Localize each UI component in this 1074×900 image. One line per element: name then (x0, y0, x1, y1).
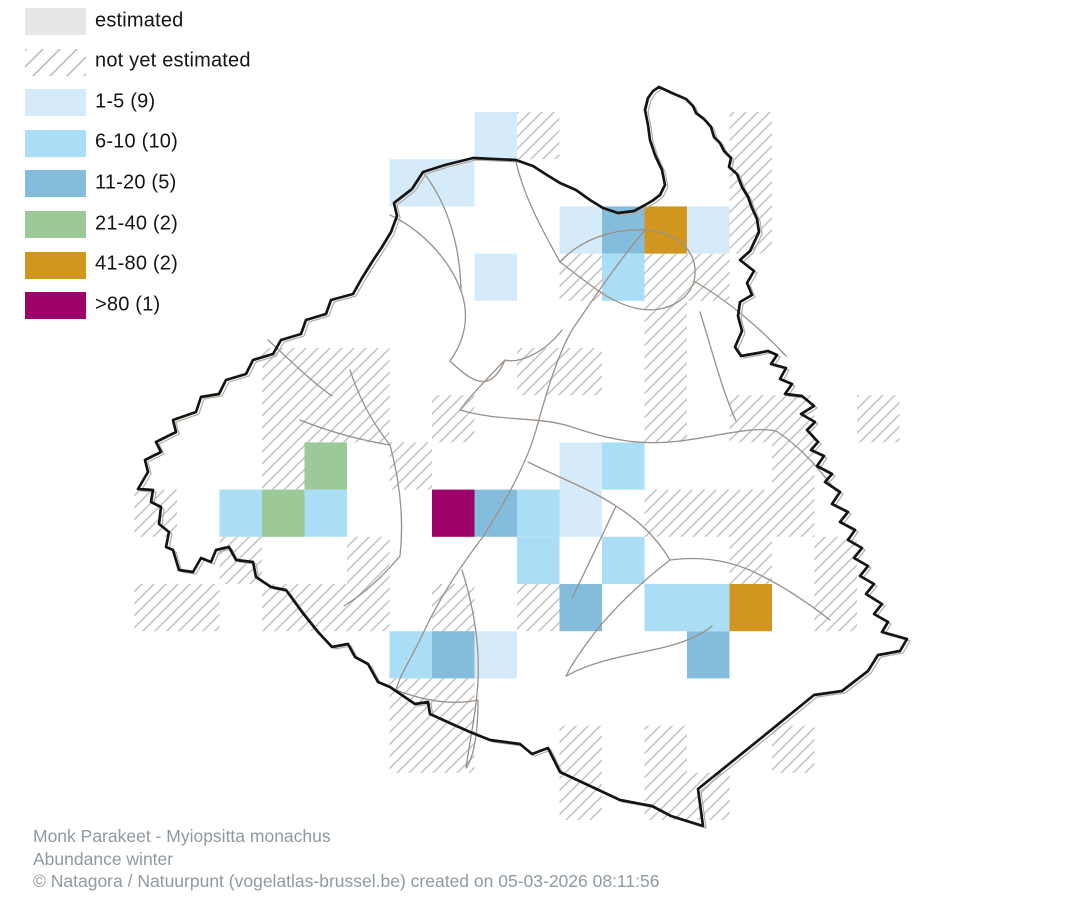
abundance-cell-c2 (687, 584, 730, 632)
not-yet-estimated-cell (304, 348, 347, 396)
not-yet-estimated-cell (134, 489, 177, 537)
grid-cell-layer (134, 112, 900, 820)
not-yet-estimated-cell (432, 584, 475, 632)
abundance-cell-c2 (389, 631, 432, 679)
not-yet-estimated-cell (729, 112, 772, 160)
region-boundary (136, 85, 911, 829)
not-yet-estimated-cell (687, 489, 730, 537)
legend-swatch-estimated (25, 8, 86, 35)
abundance-cell-c3 (687, 631, 730, 679)
legend-label-c2: 6-10 (10) (95, 130, 178, 153)
legend-swatch-c6 (25, 292, 86, 320)
abundance-cell-c3 (559, 584, 602, 632)
abundance-cell-c1 (559, 442, 602, 490)
abundance-cell-c2 (517, 489, 560, 537)
not-yet-estimated-cell (729, 395, 772, 443)
legend-swatch-c3 (25, 170, 86, 198)
not-yet-estimated-cell (559, 348, 602, 396)
not-yet-estimated-cell (814, 536, 857, 584)
abundance-cell-c4 (262, 489, 305, 537)
abundance-cell-c4 (304, 442, 347, 490)
abundance-cell-c2 (304, 489, 347, 537)
not-yet-estimated-cell (644, 725, 687, 773)
legend-label-c3: 11-20 (5) (95, 171, 177, 194)
not-yet-estimated-cell (729, 489, 772, 537)
not-yet-estimated-cell (814, 584, 857, 632)
legend-label-c1: 1-5 (9) (95, 90, 156, 113)
not-yet-estimated-cell (644, 395, 687, 443)
not-yet-estimated-cell (857, 395, 900, 443)
abundance-cell-c1 (389, 159, 432, 207)
not-yet-estimated-cell (347, 536, 390, 584)
not-yet-estimated-cell (644, 253, 687, 301)
not-yet-estimated-cell (517, 348, 560, 396)
abundance-cell-c2 (602, 536, 645, 584)
not-yet-estimated-cell (644, 489, 687, 537)
abundance-cell-c2 (517, 536, 560, 584)
legend-label-c6: >80 (1) (95, 293, 161, 316)
not-yet-estimated-cell (517, 112, 560, 160)
abundance-cell-c6 (432, 489, 475, 537)
legend-swatch-c1 (25, 89, 86, 117)
not-yet-estimated-cell (772, 489, 815, 537)
not-yet-estimated-cell (432, 395, 475, 443)
not-yet-estimated-cell (389, 442, 432, 490)
legend-label-estimated: estimated (95, 9, 184, 32)
abundance-cell-c3 (474, 489, 517, 537)
not-yet-estimated-cell (644, 300, 687, 348)
map-subtitle: Abundance winter (33, 848, 174, 869)
not-yet-estimated-cell (389, 725, 432, 773)
species-title: Monk Parakeet - Myiopsitta monachus (33, 826, 331, 846)
legend-swatch-c2 (25, 129, 86, 157)
not-yet-estimated-cell (177, 584, 220, 632)
municipality-boundaries (267, 161, 837, 769)
legend-label-c5: 41-80 (2) (95, 252, 178, 275)
not-yet-estimated-cell (729, 536, 772, 584)
not-yet-estimated-cell (644, 348, 687, 396)
not-yet-estimated-cell (517, 584, 560, 632)
not-yet-estimated-cell (729, 206, 772, 254)
legend-swatch-c4 (25, 211, 86, 238)
abundance-cell-c1 (687, 206, 730, 254)
not-yet-estimated-cell (772, 442, 815, 490)
not-yet-estimated-cell (559, 772, 602, 820)
not-yet-estimated-cell (134, 584, 177, 632)
abundance-cell-c3 (432, 631, 475, 679)
legend-swatch-not_estimated (25, 48, 86, 76)
not-yet-estimated-cell (347, 584, 390, 632)
abundance-cell-c2 (644, 584, 687, 632)
abundance-cell-c1 (559, 206, 602, 254)
not-yet-estimated-cell (559, 725, 602, 773)
abundance-cell-c1 (474, 631, 517, 679)
legend-label-not_estimated: not yet estimated (95, 49, 251, 72)
copyright-line: © Natagora / Natuurpunt (vogelatlas-brus… (33, 871, 660, 891)
abundance-cell-c1 (559, 489, 602, 537)
legend-swatch-c5 (25, 251, 86, 279)
not-yet-estimated-cell (262, 442, 305, 490)
abundance-cell-c2 (602, 442, 645, 490)
abundance-cell-c2 (219, 489, 262, 537)
not-yet-estimated-cell (262, 395, 305, 443)
map-footer: Monk Parakeet - Myiopsitta monachus Abun… (33, 825, 659, 893)
abundance-cell-c1 (474, 112, 517, 160)
legend-label-c4: 21-40 (2) (95, 212, 178, 235)
not-yet-estimated-cell (772, 725, 815, 773)
not-yet-estimated-cell (347, 348, 390, 396)
abundance-cell-c5 (729, 584, 772, 632)
not-yet-estimated-cell (304, 395, 347, 443)
abundance-cell-c1 (474, 253, 517, 301)
